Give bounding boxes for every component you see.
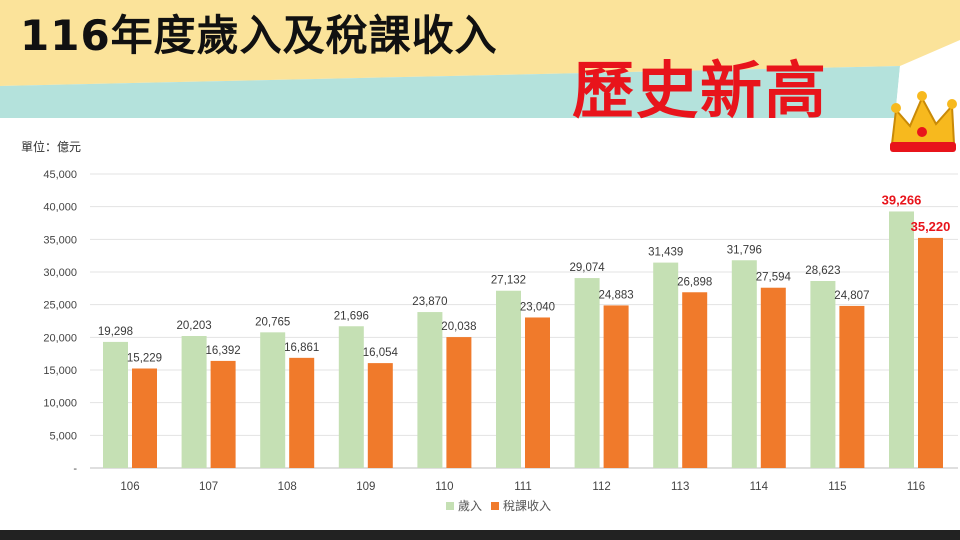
data-label: 21,696 [334, 310, 369, 322]
bar-tax [132, 368, 157, 468]
legend-swatch-revenue [446, 502, 454, 510]
x-tick-label: 110 [435, 481, 453, 493]
data-label: 23,040 [520, 301, 555, 313]
bar-tax [760, 287, 786, 468]
y-tick-label: 45,000 [43, 169, 77, 181]
y-tick-label: - [73, 463, 77, 475]
y-tick-label: 5,000 [49, 430, 77, 442]
banner-background [0, 0, 960, 118]
bar-revenue [653, 262, 679, 468]
x-tick-label: 106 [120, 481, 139, 493]
data-label: 27,132 [491, 275, 526, 287]
data-label: 29,074 [570, 262, 606, 274]
data-label: 19,298 [98, 326, 133, 338]
bar-tax [210, 360, 236, 468]
unit-label: 單位：億元 [21, 140, 82, 154]
data-label: 27,594 [756, 272, 792, 284]
y-tick-label: 25,000 [43, 300, 77, 312]
y-tick-label: 10,000 [43, 398, 77, 410]
data-label: 31,439 [648, 247, 683, 259]
data-label: 26,898 [677, 276, 712, 288]
data-label: 16,861 [284, 342, 319, 354]
data-label: 20,765 [255, 316, 290, 328]
bar-revenue [103, 341, 128, 468]
data-label: 16,054 [363, 347, 399, 359]
banner-white-corner [895, 40, 960, 118]
x-tick-label: 112 [592, 481, 610, 493]
y-tick-label: 30,000 [43, 267, 77, 279]
bar-chart: - 5,000 10,000 15,000 20,000 25,000 30,000 35,0… [43, 169, 958, 513]
banner-teal-band [0, 66, 900, 118]
bar-tax [525, 317, 550, 468]
x-tick-label: 109 [356, 481, 375, 493]
bar-revenue [181, 336, 207, 468]
legend-label: 歲入 [458, 499, 482, 513]
highlight-heading: 歷史新高 [572, 54, 829, 127]
bar-revenue [731, 260, 757, 468]
bar-tax [918, 237, 943, 468]
bar-revenue [496, 290, 521, 468]
data-label: 28,623 [805, 265, 840, 277]
bar-revenue [260, 332, 286, 468]
data-label: 20,203 [177, 320, 212, 332]
data-label: 24,807 [834, 290, 869, 302]
y-tick-label: 35,000 [43, 234, 77, 246]
bar-tax [603, 305, 629, 468]
legend-label: 稅課收入 [503, 498, 551, 513]
x-tick-label: 115 [828, 481, 846, 493]
data-label: 24,883 [599, 289, 634, 301]
bar-tax [682, 292, 708, 468]
bar-tax [289, 357, 315, 468]
x-tick-label: 113 [671, 481, 689, 493]
x-tick-label: 107 [199, 481, 218, 493]
y-tick-label: 40,000 [43, 202, 77, 214]
y-tick-label: 20,000 [43, 332, 77, 344]
bottom-bar [0, 530, 960, 540]
x-tick-label: 114 [750, 481, 769, 493]
bar-revenue [810, 280, 836, 468]
bar-tax [367, 363, 393, 468]
header-banner: 116年度歲入及稅課收入 歷史新高 [0, 0, 960, 127]
bar-revenue [338, 326, 364, 468]
y-tick-label: 15,000 [43, 365, 77, 377]
x-tick-label: 111 [514, 481, 531, 493]
banner-yellow-band [0, 0, 960, 86]
x-tick-label: 116 [907, 481, 925, 493]
data-label: 35,220 [911, 219, 951, 234]
crown-icon [890, 91, 957, 152]
bar-revenue [574, 278, 600, 468]
data-label: 15,229 [127, 353, 162, 365]
bar-revenue [417, 312, 443, 468]
page-title: 116年度歲入及稅課收入 [20, 11, 498, 60]
data-label: 20,038 [441, 321, 476, 333]
bar-tax [839, 305, 865, 468]
data-label: 16,392 [206, 345, 241, 357]
data-label: 23,870 [412, 296, 447, 308]
bar-tax [446, 337, 472, 468]
data-label: 39,266 [882, 192, 922, 207]
legend-swatch-tax [491, 502, 499, 510]
data-label: 31,796 [727, 244, 762, 256]
bar-revenue [889, 211, 914, 468]
x-tick-label: 108 [278, 481, 297, 493]
